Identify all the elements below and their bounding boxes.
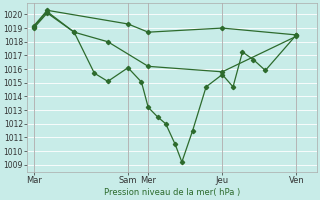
X-axis label: Pression niveau de la mer( hPa ): Pression niveau de la mer( hPa ) xyxy=(104,188,240,197)
